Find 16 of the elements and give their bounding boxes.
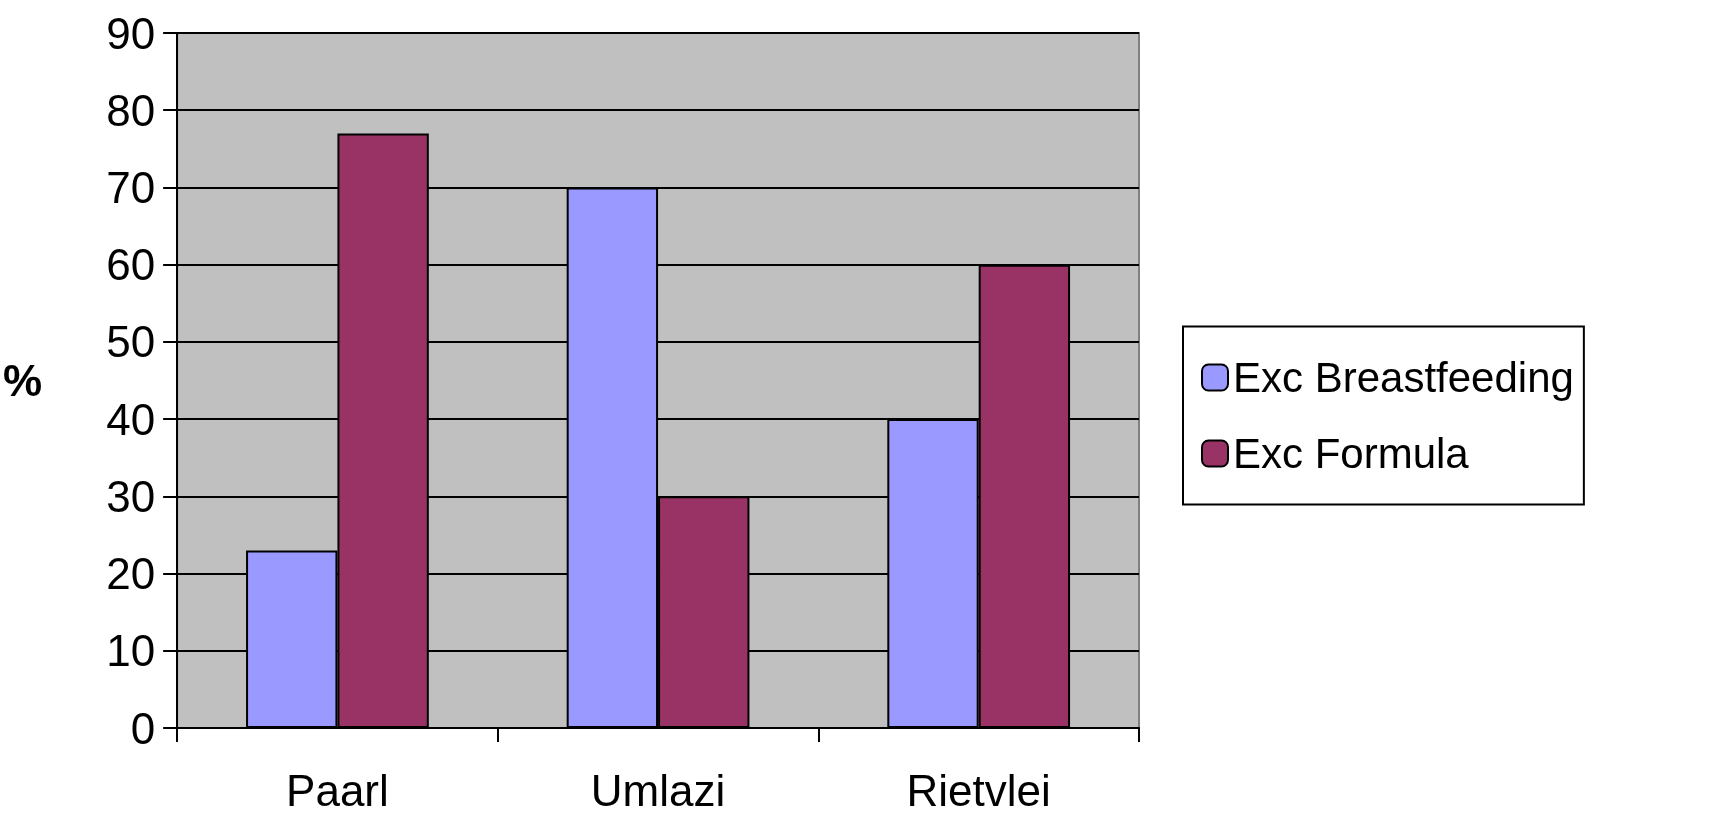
y-tick-label: 60 <box>106 240 156 290</box>
y-tick-label: 70 <box>106 162 156 212</box>
y-axis-title: % <box>3 356 43 405</box>
y-tick-label: 50 <box>106 317 156 367</box>
y-tick-label: 10 <box>106 626 156 676</box>
x-tick-label: Paarl <box>286 765 389 815</box>
legend-label: Exc Breastfeeding <box>1233 354 1574 401</box>
y-tick-label: 30 <box>106 471 156 521</box>
y-tick-label: 20 <box>106 549 156 599</box>
y-tick-label: 80 <box>106 85 156 135</box>
y-tick-label: 90 <box>106 8 156 58</box>
y-tick-label: 40 <box>106 394 156 444</box>
x-tick-label: Rietvlei <box>906 765 1051 815</box>
legend-label: Exc Formula <box>1233 430 1470 477</box>
y-tick-label: 0 <box>130 703 156 753</box>
x-tick-label: Umlazi <box>590 765 726 815</box>
